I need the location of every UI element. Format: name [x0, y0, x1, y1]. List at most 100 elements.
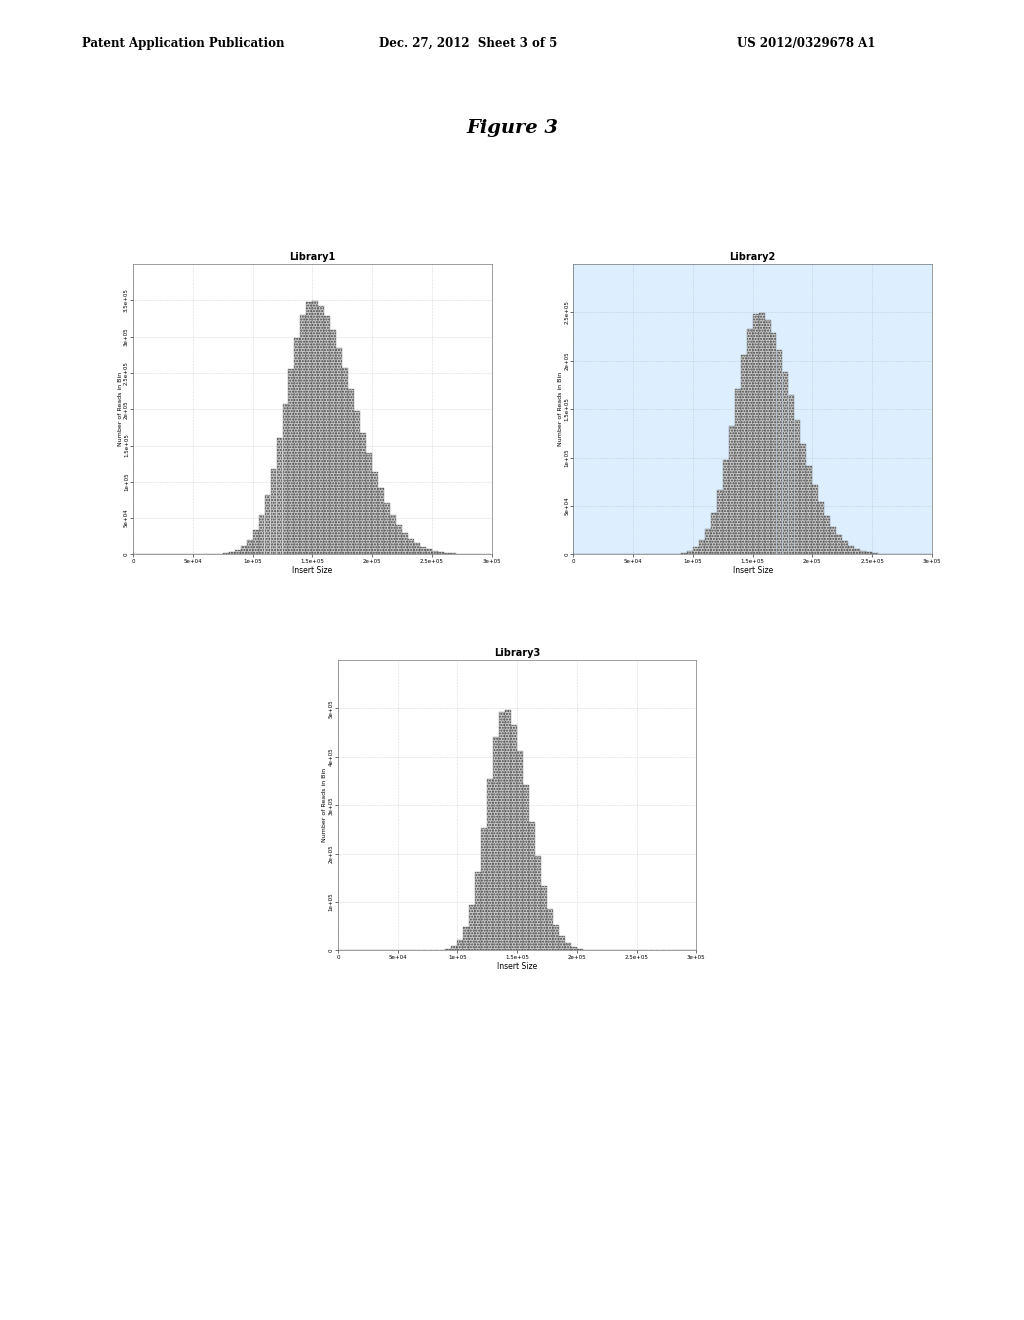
Bar — [354, 412, 360, 554]
Y-axis label: Number of Reads in Bin: Number of Reads in Bin — [118, 372, 123, 446]
Bar — [283, 404, 289, 554]
Bar — [771, 333, 776, 554]
Bar — [824, 516, 830, 554]
Bar — [384, 503, 390, 554]
Bar — [711, 512, 717, 554]
Bar — [723, 461, 729, 554]
Bar — [729, 426, 734, 554]
Bar — [848, 545, 854, 554]
Bar — [300, 314, 306, 554]
Bar — [776, 350, 782, 554]
Bar — [782, 372, 788, 554]
Bar — [541, 886, 547, 950]
Bar — [801, 444, 806, 554]
Bar — [860, 550, 866, 554]
Bar — [765, 319, 770, 554]
Bar — [452, 946, 458, 950]
Bar — [312, 301, 318, 554]
Bar — [735, 389, 740, 554]
Bar — [402, 532, 408, 554]
Bar — [420, 546, 426, 554]
Bar — [458, 940, 463, 950]
Title: Library3: Library3 — [494, 648, 541, 657]
Bar — [788, 396, 795, 554]
Bar — [746, 329, 753, 554]
Bar — [336, 347, 342, 554]
Bar — [494, 737, 499, 950]
Bar — [818, 502, 824, 554]
Bar — [264, 495, 270, 554]
Bar — [270, 469, 276, 554]
Bar — [306, 302, 312, 554]
Bar — [753, 314, 759, 554]
Bar — [565, 942, 570, 950]
Bar — [234, 550, 241, 554]
Bar — [807, 466, 812, 554]
Bar — [487, 779, 494, 950]
Bar — [529, 822, 535, 950]
Bar — [464, 927, 469, 950]
Y-axis label: Number of Reads in Bin: Number of Reads in Bin — [323, 768, 328, 842]
Text: US 2012/0329678 A1: US 2012/0329678 A1 — [737, 37, 876, 50]
Bar — [511, 725, 517, 950]
Bar — [577, 949, 583, 950]
Bar — [469, 906, 475, 950]
Bar — [699, 540, 705, 554]
Bar — [481, 828, 487, 950]
Title: Library2: Library2 — [729, 252, 776, 261]
Bar — [331, 330, 336, 554]
Text: Patent Application Publication: Patent Application Publication — [82, 37, 285, 50]
Title: Library1: Library1 — [289, 252, 336, 261]
Bar — [408, 539, 414, 554]
Bar — [740, 355, 746, 554]
Bar — [432, 550, 437, 554]
Bar — [360, 433, 366, 554]
Bar — [295, 338, 300, 554]
Bar — [445, 949, 452, 950]
Bar — [681, 553, 687, 554]
Bar — [378, 488, 384, 554]
Bar — [687, 550, 693, 554]
Bar — [342, 368, 348, 554]
Bar — [475, 871, 481, 950]
Bar — [693, 546, 698, 554]
Bar — [553, 925, 559, 950]
Bar — [717, 490, 723, 554]
Bar — [547, 908, 553, 950]
Bar — [866, 552, 872, 554]
X-axis label: Insert Size: Insert Size — [292, 566, 333, 576]
Bar — [396, 524, 401, 554]
Bar — [348, 389, 354, 554]
Bar — [517, 751, 523, 950]
Bar — [289, 370, 294, 554]
Bar — [414, 544, 420, 554]
X-axis label: Insert Size: Insert Size — [497, 962, 538, 972]
Bar — [843, 541, 848, 554]
Bar — [705, 529, 711, 554]
Bar — [443, 553, 450, 554]
Bar — [571, 946, 577, 950]
Bar — [241, 546, 247, 554]
Bar — [854, 549, 860, 554]
Bar — [372, 473, 378, 554]
Bar — [837, 535, 842, 554]
Bar — [830, 527, 837, 554]
Bar — [259, 515, 264, 554]
Bar — [228, 552, 234, 554]
Bar — [500, 711, 505, 950]
Bar — [276, 438, 283, 554]
Text: Figure 3: Figure 3 — [466, 119, 558, 137]
Bar — [812, 486, 818, 554]
Bar — [426, 549, 432, 554]
Bar — [559, 936, 565, 950]
Bar — [367, 453, 372, 554]
Bar — [247, 540, 253, 554]
Bar — [390, 515, 396, 554]
Bar — [438, 552, 443, 554]
Bar — [325, 315, 330, 554]
Bar — [795, 420, 801, 554]
Y-axis label: Number of Reads in Bin: Number of Reads in Bin — [558, 372, 563, 446]
Bar — [536, 857, 541, 950]
Bar — [523, 785, 529, 950]
Text: Dec. 27, 2012  Sheet 3 of 5: Dec. 27, 2012 Sheet 3 of 5 — [379, 37, 557, 50]
